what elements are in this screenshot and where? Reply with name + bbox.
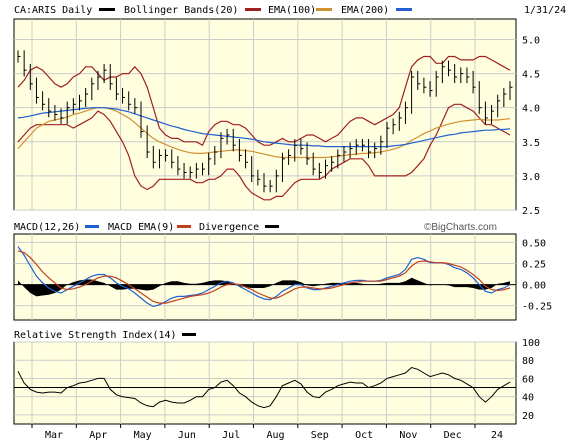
x-tick-label: Mar	[45, 430, 63, 441]
x-tick-label: May	[134, 430, 152, 441]
rsi-header: Relative Strength Index(14)	[14, 330, 196, 341]
series-bollinger-lower	[17, 103, 511, 201]
x-tick-label: Nov	[399, 430, 417, 441]
y-tick-label: 100	[522, 338, 540, 349]
divergence-legend-label: Divergence	[199, 222, 259, 233]
plot-area-rsi	[13, 341, 517, 425]
x-tick-label: Jul	[222, 430, 240, 441]
ema200-legend-swatch	[396, 8, 412, 11]
series-rsi	[17, 366, 511, 409]
divergence-legend-swatch	[265, 225, 279, 228]
y-tick-label: 0.50	[522, 238, 546, 249]
symbol-label: CA:ARIS Daily	[14, 5, 92, 16]
macd-ema-legend-label: MACD EMA(9)	[108, 222, 174, 233]
series-ema-200-	[17, 107, 511, 148]
y-tick-label: 3.5	[522, 138, 540, 149]
y-tick-label: 4.0	[522, 104, 540, 115]
rsi-legend-swatch	[182, 333, 196, 336]
y-tick-label: 40	[522, 393, 534, 404]
y-tick-label: 20	[522, 411, 534, 422]
ema200-legend-label: EMA(200)	[341, 5, 389, 16]
x-tick-label: Oct	[355, 430, 373, 441]
price-header: CA:ARIS Daily Bollinger Bands(20) EMA(10…	[14, 5, 566, 16]
macd-header: MACD(12,26) MACD EMA(9) Divergence ©BigC…	[14, 222, 497, 233]
ema100-legend-label: EMA(100)	[268, 5, 316, 16]
y-tick-label: -0.25	[522, 302, 552, 313]
x-tick-label: Aug	[266, 430, 284, 441]
macd-ema-legend-swatch	[177, 225, 191, 228]
bollinger-legend-swatch	[245, 8, 261, 11]
x-tick-label: Jun	[178, 430, 196, 441]
x-axis: Mar Apr May Jun Jul Aug Sep Oct Nov Dec 24	[31, 424, 503, 441]
rsi-panel: 20 40 60 80 100	[13, 338, 540, 425]
macd-panel: -0.25 0.00 0.25 0.50	[13, 233, 552, 321]
plot-area-price	[13, 18, 517, 211]
series-bollinger-upper	[17, 55, 511, 147]
y-tick-label: 2.5	[522, 206, 540, 217]
rsi-legend-label: Relative Strength Index(14)	[14, 330, 177, 341]
y-tick-label: 5.0	[522, 35, 540, 46]
macd-legend-label: MACD(12,26)	[14, 222, 80, 233]
date-label: 1/31/24	[524, 5, 566, 16]
y-tick-label: 80	[522, 356, 534, 367]
y-tick-label: 60	[522, 374, 534, 385]
series-macd-ema	[17, 250, 511, 304]
watermark: ©BigCharts.com	[424, 222, 497, 233]
x-tick-label: 24	[491, 430, 503, 441]
y-tick-label: 0.25	[522, 260, 546, 271]
x-tick-label: Apr	[89, 430, 107, 441]
price-panel: 2.5 3.0 3.5 4.0 4.5 5.0	[13, 18, 540, 217]
y-tick-label: 0.00	[522, 281, 546, 292]
x-tick-label: Sep	[311, 430, 329, 441]
series-divergence	[18, 277, 510, 297]
price-legend-swatch	[99, 8, 115, 11]
macd-legend-swatch	[85, 225, 99, 228]
y-tick-label: 3.0	[522, 172, 540, 183]
x-tick-label: Dec	[444, 430, 462, 441]
ema100-legend-swatch	[316, 8, 332, 11]
y-tick-label: 4.5	[522, 70, 540, 81]
bollinger-legend-label: Bollinger Bands(20)	[124, 5, 238, 16]
